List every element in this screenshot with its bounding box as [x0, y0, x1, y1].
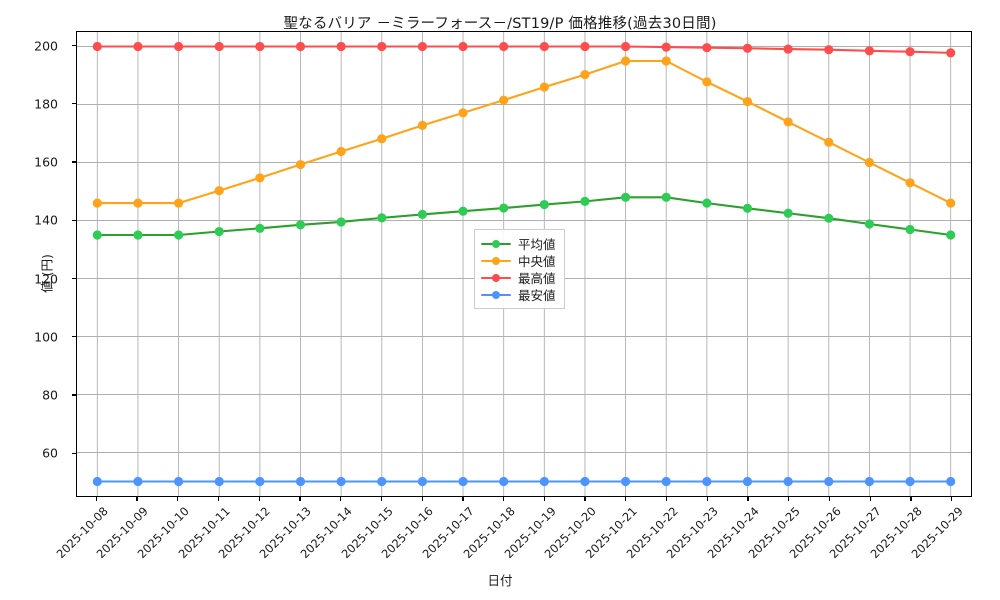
y-tick-mark [72, 452, 76, 454]
y-tick-label: 80 [42, 387, 58, 403]
x-axis-tick-labels: 2025-10-08 2025-10-09 2025-10-10 2025-10-11… [53, 502, 972, 572]
y-tick-mark [72, 103, 76, 105]
x-tick-mark [95, 497, 97, 501]
legend-item[interactable]: 最高値 [481, 269, 556, 286]
x-axis-tick-marks [76, 497, 972, 502]
x-tick-mark [217, 497, 220, 501]
x-tick-mark [340, 497, 342, 501]
x-tick-mark [706, 497, 708, 501]
x-tick-mark [788, 497, 790, 501]
y-tick-mark [72, 161, 76, 163]
chart-title: 聖なるバリア －ミラーフォース－/ST19/P 価格推移(過去30日間) [283, 16, 717, 32]
x-tick-mark [299, 497, 301, 501]
x-tick-mark [828, 497, 831, 501]
y-tick-mark [72, 336, 76, 338]
y-tick-label: 180 [34, 96, 58, 112]
x-tick-mark [136, 497, 138, 501]
grid-lines [77, 32, 971, 496]
x-tick-mark [747, 497, 749, 501]
legend-marker-icon [481, 254, 511, 268]
y-tick-mark [72, 44, 76, 47]
legend-marker-icon [481, 271, 511, 285]
legend-item[interactable]: 平均値 [481, 235, 556, 252]
y-axis-tick-labels: 60 80 100 120 140 160 180 200 [0, 31, 68, 497]
y-tick-mark [72, 219, 76, 221]
data-series-layer [92, 41, 956, 487]
y-tick-mark [72, 277, 76, 280]
x-axis-label: 日付 [487, 573, 513, 588]
x-tick-mark [380, 497, 383, 501]
legend-item[interactable]: 最安値 [481, 286, 556, 303]
x-tick-mark [665, 497, 668, 501]
x-tick-mark [869, 497, 871, 501]
y-tick-label: 160 [34, 154, 58, 170]
x-tick-mark [910, 497, 912, 501]
legend-label: 平均値 [518, 237, 556, 252]
x-tick-mark [177, 497, 179, 501]
x-tick-mark [584, 497, 586, 501]
y-axis-tick-marks [72, 31, 76, 497]
x-tick-mark [625, 497, 627, 501]
y-tick-mark [72, 394, 76, 396]
x-tick-mark [258, 497, 260, 501]
legend-marker-icon [481, 288, 511, 302]
legend-marker-icon [481, 237, 511, 251]
y-tick-label: 60 [42, 445, 58, 461]
legend-label: 中央値 [518, 254, 556, 269]
y-tick-label: 140 [34, 212, 58, 228]
legend-item[interactable]: 中央値 [481, 252, 556, 269]
y-tick-label: 120 [34, 271, 58, 287]
x-tick-mark [421, 497, 423, 501]
y-tick-label: 200 [34, 38, 58, 54]
legend-label: 最高値 [518, 271, 556, 286]
legend-label: 最安値 [518, 288, 556, 303]
y-tick-label: 100 [34, 329, 58, 345]
x-tick-mark [950, 497, 953, 501]
x-tick-mark [502, 497, 505, 501]
x-tick-mark [543, 497, 545, 501]
chart-legend: 平均値中央値最高値最安値 [474, 229, 565, 309]
x-tick-mark [462, 497, 464, 501]
